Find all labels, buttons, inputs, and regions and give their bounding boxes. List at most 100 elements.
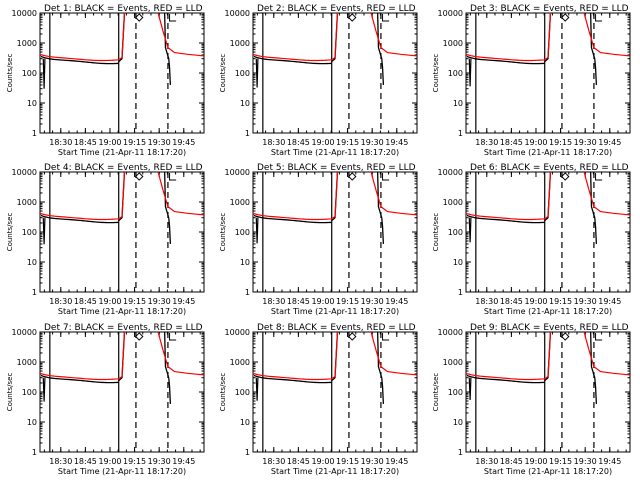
axes-frame (39, 171, 205, 293)
x-tick-label: 19:15 (549, 457, 572, 466)
x-tick-label: 19:30 (574, 457, 597, 466)
detector-panel-9: Det 9: BLACK = Events, RED = LLD 1 10 100 10… (432, 323, 631, 476)
detector-panel-4: Det 4: BLACK = Events, RED = LLD 1 10 100 10… (6, 163, 205, 316)
x-axis-label: Start Time (21-Apr-11 18:17:20) (58, 148, 186, 157)
y-tick-label: 10 (240, 99, 250, 108)
y-tick-label: 10 (27, 258, 37, 267)
detector-panel-1: Det 1: BLACK = Events, RED = LLD 1 10 100 10… (6, 4, 205, 157)
x-tick-label: 18:45 (287, 138, 310, 147)
y-tick-label: 1 (458, 288, 463, 297)
y-tick-label: 1000 (17, 358, 37, 367)
x-axis-label: Start Time (21-Apr-11 18:17:20) (484, 467, 612, 476)
peak-marker (560, 332, 570, 341)
y-axis-label: Counts/sec (219, 373, 227, 412)
x-tick-label: 19:30 (361, 457, 384, 466)
x-axis-label: Start Time (21-Apr-11 18:17:20) (271, 307, 399, 316)
axes-frame (252, 12, 418, 134)
y-tick-label: 10000 (438, 9, 463, 18)
lld-series-line (252, 331, 339, 381)
events-dropout-spike (468, 58, 472, 87)
events-series-line (466, 214, 545, 224)
lld-decay-line (157, 331, 205, 376)
y-tick-label: 10 (27, 418, 37, 427)
bracket-marker (169, 14, 177, 22)
x-tick-label: 19:45 (172, 297, 195, 306)
detector-panel-8: Det 8: BLACK = Events, RED = LLD 1 10 100 10… (219, 323, 418, 476)
panel-title: Det 1: BLACK = Events, RED = LLD (44, 4, 203, 14)
panel-title: Det 6: BLACK = Events, RED = LLD (470, 163, 629, 173)
bracket-marker (382, 14, 390, 22)
y-tick-label: 100 (448, 228, 463, 237)
y-axis-label: Counts/sec (432, 54, 440, 93)
x-tick-label: 19:30 (148, 138, 171, 147)
x-tick-label: 18:30 (262, 138, 285, 147)
x-tick-label: 19:30 (574, 138, 597, 147)
y-tick-label: 100 (235, 388, 250, 397)
detector-panel-7: Det 7: BLACK = Events, RED = LLD 1 10 100 10… (6, 323, 205, 476)
bracket-marker (595, 333, 603, 341)
lld-decay-line (370, 331, 418, 376)
x-axis-label: Start Time (21-Apr-11 18:17:20) (271, 467, 399, 476)
x-tick-label: 19:00 (311, 138, 334, 147)
panel-title: Det 3: BLACK = Events, RED = LLD (470, 4, 629, 14)
y-tick-label: 1000 (443, 39, 463, 48)
y-tick-label: 100 (235, 228, 250, 237)
events-fall (589, 12, 598, 85)
y-tick-label: 1 (245, 129, 250, 138)
x-tick-label: 19:45 (385, 138, 408, 147)
y-tick-label: 10000 (12, 328, 37, 337)
events-series-line (253, 214, 332, 224)
peak-marker (134, 172, 144, 181)
x-tick-label: 19:15 (336, 138, 359, 147)
y-tick-label: 10000 (438, 328, 463, 337)
events-fall (376, 12, 385, 85)
events-dropout-spike (42, 377, 46, 402)
x-tick-label: 19:45 (598, 457, 621, 466)
axes-frame (465, 331, 631, 453)
x-tick-label: 18:30 (262, 457, 285, 466)
x-tick-label: 18:45 (74, 297, 97, 306)
events-series-line (253, 55, 332, 65)
x-tick-label: 18:45 (74, 138, 97, 147)
x-tick-label: 19:15 (123, 297, 146, 306)
y-tick-label: 100 (448, 69, 463, 78)
x-tick-label: 19:15 (336, 297, 359, 306)
events-fall (589, 331, 598, 404)
axes-frame (252, 331, 418, 453)
x-tick-label: 18:30 (262, 297, 285, 306)
events-dropout-spike (468, 377, 472, 401)
x-tick-label: 19:00 (311, 297, 334, 306)
x-tick-label: 18:45 (500, 297, 523, 306)
lld-series-line (252, 171, 339, 221)
events-fall (589, 171, 598, 244)
y-tick-label: 10000 (225, 328, 250, 337)
y-tick-label: 100 (22, 69, 37, 78)
lld-decay-line (583, 12, 631, 57)
lld-decay-line (583, 171, 631, 216)
events-fall (163, 171, 172, 244)
x-tick-label: 18:30 (49, 297, 72, 306)
x-tick-label: 18:30 (475, 297, 498, 306)
y-tick-label: 10000 (12, 9, 37, 18)
lld-series-line (465, 171, 552, 221)
y-tick-label: 1 (32, 129, 37, 138)
y-tick-label: 1000 (230, 39, 250, 48)
y-tick-label: 10 (240, 258, 250, 267)
bracket-marker (382, 333, 390, 341)
y-tick-label: 10 (453, 418, 463, 427)
lld-decay-line (157, 12, 205, 57)
events-series-line (466, 374, 545, 384)
x-tick-label: 19:15 (336, 457, 359, 466)
x-tick-label: 19:00 (98, 138, 121, 147)
peak-marker (560, 13, 570, 22)
y-tick-label: 10 (453, 99, 463, 108)
lld-decay-line (157, 171, 205, 216)
bracket-marker (595, 173, 603, 181)
x-tick-label: 19:30 (361, 297, 384, 306)
peak-marker (134, 13, 144, 22)
events-fall (376, 171, 385, 244)
x-tick-label: 19:00 (524, 457, 547, 466)
x-tick-label: 18:45 (500, 138, 523, 147)
events-series-line (253, 374, 332, 384)
y-axis-label: Counts/sec (432, 373, 440, 412)
